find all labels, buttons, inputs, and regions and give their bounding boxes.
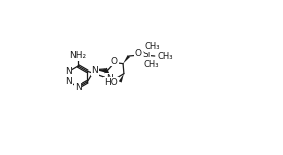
Polygon shape	[95, 69, 107, 73]
Polygon shape	[123, 55, 130, 64]
Text: N: N	[65, 67, 72, 76]
Text: CH₃: CH₃	[144, 60, 159, 69]
Polygon shape	[119, 74, 124, 82]
Text: N: N	[106, 74, 113, 83]
Text: N: N	[91, 66, 98, 75]
Text: O: O	[111, 57, 118, 66]
Text: O: O	[135, 49, 142, 58]
Text: N: N	[75, 83, 82, 92]
Text: HO: HO	[104, 78, 118, 87]
Text: N: N	[65, 77, 72, 86]
Text: CH₃: CH₃	[144, 42, 160, 51]
Text: Si: Si	[142, 50, 151, 59]
Text: CH₃: CH₃	[157, 51, 173, 60]
Text: NH₂: NH₂	[69, 51, 86, 60]
